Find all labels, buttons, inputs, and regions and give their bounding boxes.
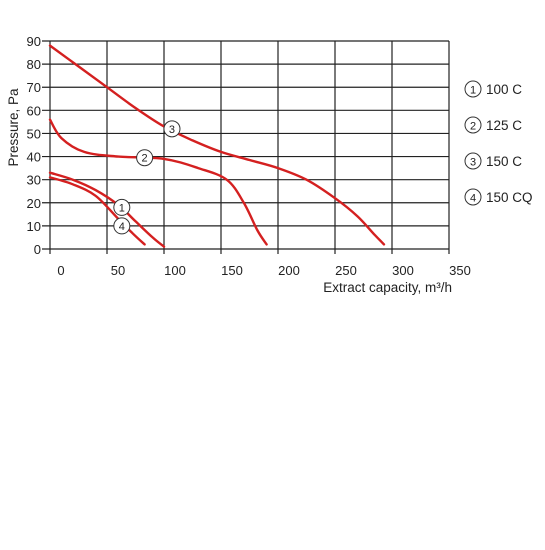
legend: 1 100 C 2 125 C 3 150 C 4 150 CQ [464,80,533,206]
y-tick-label: 90 [27,34,41,49]
x-axis-title: Extract capacity, m³/h [323,280,452,295]
legend-label: 150 C [486,154,522,169]
legend-marker-number: 2 [470,121,476,133]
legend-label: 150 CQ [486,190,533,205]
y-tick-label: 10 [27,219,41,234]
curve-marker-layer: 1 2 3 4 [113,120,181,235]
y-tick-label: 70 [27,80,41,95]
legend-marker-circle [464,152,482,170]
x-tick-label: 350 [449,263,471,278]
y-tick-label: 50 [27,126,41,141]
curve-marker-number: 2 [142,153,148,165]
legend-marker-circle [464,188,482,206]
y-axis-title: Pressure, Pa [6,88,21,167]
y-tick-label: 40 [27,150,41,165]
x-tick-label: 200 [278,263,300,278]
legend-marker-number: 3 [470,157,476,169]
legend-marker-circle [464,80,482,98]
curve-marker-number: 4 [119,221,125,233]
x-tick-label: 0 [57,263,64,278]
legend-label: 125 C [486,118,522,133]
legend-label: 100 C [486,82,522,97]
curve-marker-circle [163,120,181,138]
legend-marker-number: 1 [470,85,476,97]
x-tick-label: 50 [111,263,125,278]
x-tick-label: 150 [221,263,243,278]
curve-150-cq [48,176,146,246]
x-tick-label: 250 [335,263,357,278]
x-tick-label: 300 [392,263,414,278]
x-tick-label: 100 [164,263,186,278]
legend-marker-number: 4 [470,193,476,205]
curve-125-c [48,118,268,246]
tick-label-layer: 0 50 100 150 200 250 300 350 0 10 20 30 40 50 60 70 80 90… [6,34,471,295]
curve-marker-circle [113,198,131,216]
y-tick-label: 30 [27,173,41,188]
y-tick-label: 0 [34,242,41,257]
curve-layer [48,44,386,248]
y-tick-label: 80 [27,57,41,72]
curve-marker-circle [136,149,154,167]
legend-marker-circle [464,116,482,134]
curve-marker-number: 3 [169,124,175,136]
y-tick-label: 20 [27,196,41,211]
curve-marker-circle [113,217,131,235]
curve-marker-number: 1 [119,202,125,214]
y-tick-label: 60 [27,103,41,118]
curve-150-c [48,44,386,246]
grid-layer [42,40,450,254]
